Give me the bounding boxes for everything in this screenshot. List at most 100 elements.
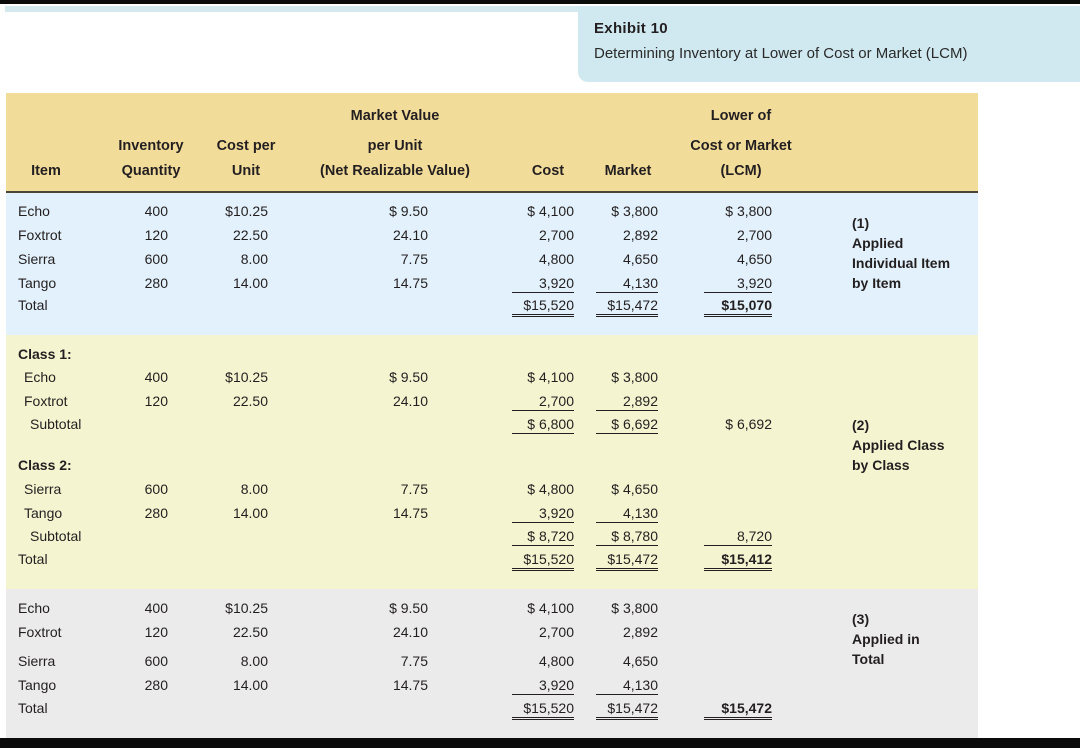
total-cost: $15,520 — [512, 551, 574, 571]
market: 4,130 — [596, 677, 658, 695]
cost: $ 4,100 — [527, 600, 574, 616]
market-value: 14.75 — [392, 275, 428, 291]
item-name: Foxtrot — [18, 624, 62, 640]
cost-per-unit: 22.50 — [232, 393, 268, 409]
qty: 600 — [144, 481, 168, 497]
cost-per-unit: 8.00 — [240, 653, 268, 669]
qty: 120 — [144, 624, 168, 640]
subtotal-lcm: 8,720 — [704, 528, 772, 546]
col-cpu-line2: Unit — [231, 163, 261, 179]
method-note-2: (2) Applied Class by Class — [852, 417, 945, 473]
total-cost: $15,520 — [512, 700, 574, 720]
section-item-by-item: Echo 400 $10.25 $ 9.50 $ 4,100 $ 3,800 $… — [6, 193, 978, 335]
qty: 400 — [144, 203, 168, 219]
cost-per-unit: 22.50 — [232, 227, 268, 243]
total-market: $15,472 — [596, 297, 658, 317]
col-mv-line1: Market Value — [350, 108, 440, 124]
qty: 600 — [144, 653, 168, 669]
qty: 120 — [144, 393, 168, 409]
qty: 400 — [144, 369, 168, 385]
table-header: Item Inventory Quantity Cost per Unit Ma… — [6, 93, 978, 193]
cost-per-unit: 14.00 — [232, 677, 268, 693]
market-value: 7.75 — [400, 481, 428, 497]
lcm: 3,920 — [704, 275, 772, 293]
cost-per-unit: $10.25 — [225, 369, 268, 385]
class-label: Class 2: — [18, 457, 72, 473]
lcm-table: Item Inventory Quantity Cost per Unit Ma… — [6, 93, 978, 738]
qty: 280 — [144, 275, 168, 291]
item-name: Echo — [18, 600, 50, 616]
market-value: 24.10 — [392, 624, 428, 640]
class-label: Class 1: — [18, 346, 72, 362]
item-name: Echo — [18, 203, 50, 219]
market-value: 24.10 — [392, 393, 428, 409]
total-lcm: $15,070 — [704, 297, 772, 317]
cost: 2,700 — [538, 624, 574, 640]
cost-per-unit: $10.25 — [225, 600, 268, 616]
col-cost: Cost — [531, 163, 565, 179]
exhibit-number: Exhibit 10 — [594, 20, 668, 37]
col-lcm-line2: Cost or Market — [690, 138, 792, 154]
lcm: $ 3,800 — [725, 203, 772, 219]
market: 4,650 — [622, 653, 658, 669]
col-lcm-line3: (LCM) — [720, 163, 762, 179]
cost: $ 4,800 — [527, 481, 574, 497]
cost: 4,800 — [538, 251, 574, 267]
col-market: Market — [604, 163, 652, 179]
cost: 3,920 — [512, 677, 574, 695]
market: 2,892 — [622, 624, 658, 640]
col-mv-line3: (Net Realizable Value) — [320, 163, 470, 179]
item-name: Tango — [24, 505, 63, 521]
item-name: Sierra — [18, 251, 56, 267]
market-value: 7.75 — [400, 653, 428, 669]
market: 2,892 — [596, 393, 658, 411]
total-market: $15,472 — [596, 551, 658, 571]
cost: $ 4,100 — [527, 369, 574, 385]
total-label: Total — [18, 551, 48, 567]
market-value: $ 9.50 — [389, 600, 428, 616]
qty: 600 — [144, 251, 168, 267]
market: 4,130 — [596, 505, 658, 523]
cost: 4,800 — [538, 653, 574, 669]
market: $ 3,800 — [611, 600, 658, 616]
subtotal-label: Subtotal — [30, 528, 82, 544]
cost-per-unit: $10.25 — [225, 203, 268, 219]
market: 4,650 — [622, 251, 658, 267]
method-note-3: (3) Applied in Total — [852, 611, 920, 667]
cost-per-unit: 14.00 — [232, 505, 268, 521]
method-note-1: (1) Applied Individual Item by Item — [852, 215, 951, 291]
subtotal-cost: $ 8,720 — [512, 528, 574, 546]
market-value: $ 9.50 — [389, 369, 428, 385]
cost-per-unit: 8.00 — [240, 251, 268, 267]
market: $ 3,800 — [611, 203, 658, 219]
market-value: 14.75 — [392, 505, 428, 521]
item-name: Tango — [18, 677, 57, 693]
qty: 280 — [144, 505, 168, 521]
qty: 280 — [144, 677, 168, 693]
qty: 400 — [144, 600, 168, 616]
top-accent-line — [5, 6, 580, 12]
subtotal-lcm: $ 6,692 — [725, 416, 772, 432]
section-class-by-class: Class 1: Echo 400 $10.25 $ 9.50 $ 4,100 … — [6, 335, 978, 589]
cost: $ 4,100 — [527, 203, 574, 219]
total-label: Total — [18, 700, 48, 716]
lcm: 4,650 — [736, 251, 772, 267]
col-item: Item — [31, 163, 61, 179]
total-lcm: $15,472 — [704, 700, 772, 720]
bottom-dark-bar — [0, 738, 1080, 748]
top-dark-strip — [0, 0, 1080, 4]
cost-per-unit: 22.50 — [232, 624, 268, 640]
item-name: Echo — [24, 369, 56, 385]
total-cost: $15,520 — [512, 297, 574, 317]
cost: 2,700 — [512, 393, 574, 411]
exhibit-caption: Exhibit 10 Determining Inventory at Lowe… — [578, 6, 1080, 82]
subtotal-label: Subtotal — [30, 416, 82, 432]
item-name: Sierra — [24, 481, 62, 497]
subtotal-market: $ 6,692 — [596, 416, 658, 434]
market: 4,130 — [596, 275, 658, 293]
col-qty-line2: Quantity — [121, 163, 181, 179]
item-name: Sierra — [18, 653, 56, 669]
lcm: 2,700 — [736, 227, 772, 243]
market-value: 14.75 — [392, 677, 428, 693]
subtotal-cost: $ 6,800 — [512, 416, 574, 434]
